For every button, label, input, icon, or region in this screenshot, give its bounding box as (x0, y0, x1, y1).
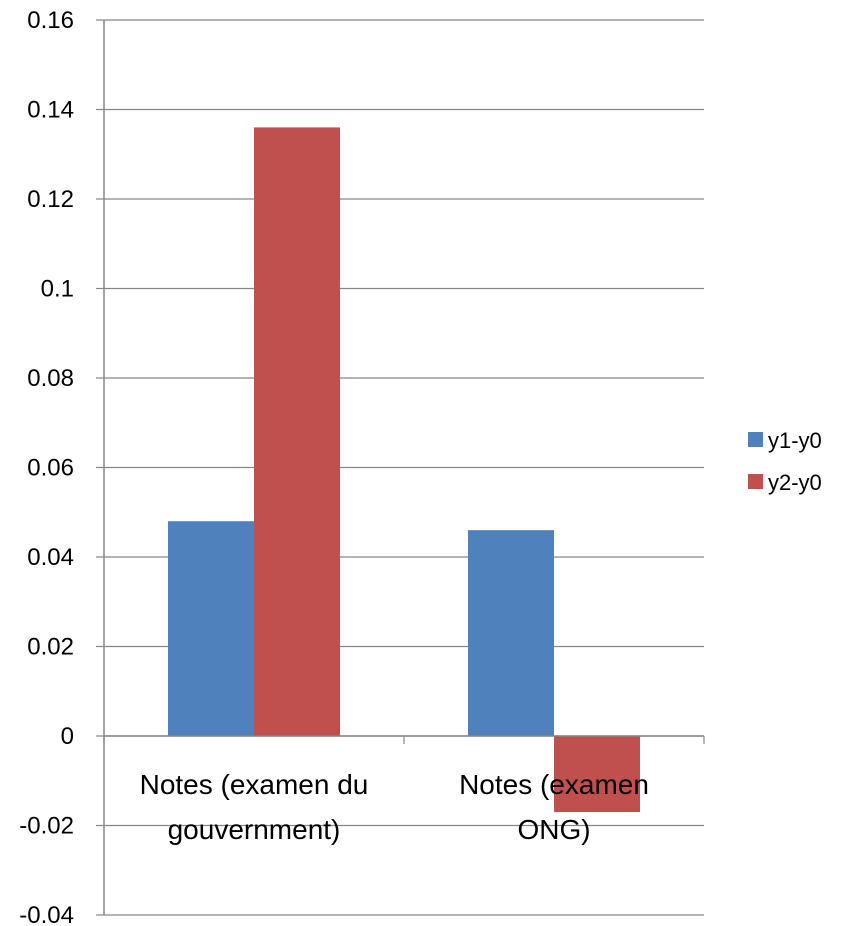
y-tick-label: 0.02 (27, 634, 74, 661)
y-tick-label: 0.1 (41, 276, 74, 303)
legend-swatch (748, 474, 763, 489)
legend: y1-y0 y2-y0 (748, 428, 822, 495)
category-label: ONG) (517, 814, 590, 845)
category-labels: Notes (examen du gouvernment) Notes (exame… (140, 769, 649, 845)
y-tick-label: 0.16 (27, 7, 74, 34)
legend-label: y1-y0 (768, 428, 822, 453)
y-tick-label: 0.08 (27, 365, 74, 392)
y-tick-label: 0.14 (27, 97, 74, 124)
bar-y2-y0-1 (554, 736, 640, 813)
bar-y1-y0-1 (468, 530, 554, 736)
category-label: Notes (examen du (140, 769, 369, 800)
bars (168, 127, 640, 813)
category-label: Notes (examen (459, 769, 649, 800)
y-tick-label: 0.12 (27, 186, 74, 213)
y-tick-label: 0 (61, 723, 74, 750)
y-tick-label: 0.06 (27, 455, 74, 482)
legend-label: y2-y0 (768, 470, 822, 495)
legend-swatch (748, 432, 763, 447)
y-tick-labels: 0.16 0.14 0.12 0.1 0.08 0.06 0.04 0.02 0 -0.02 -0.… (19, 7, 74, 926)
y-tick-label: 0.04 (27, 544, 74, 571)
bar-y1-y0-0 (168, 521, 254, 736)
bar-y2-y0-0 (254, 127, 340, 736)
y-tick-label: -0.02 (19, 813, 74, 840)
axes (96, 19, 705, 916)
category-label: gouvernment) (168, 814, 341, 845)
y-tick-label: -0.04 (19, 902, 74, 926)
